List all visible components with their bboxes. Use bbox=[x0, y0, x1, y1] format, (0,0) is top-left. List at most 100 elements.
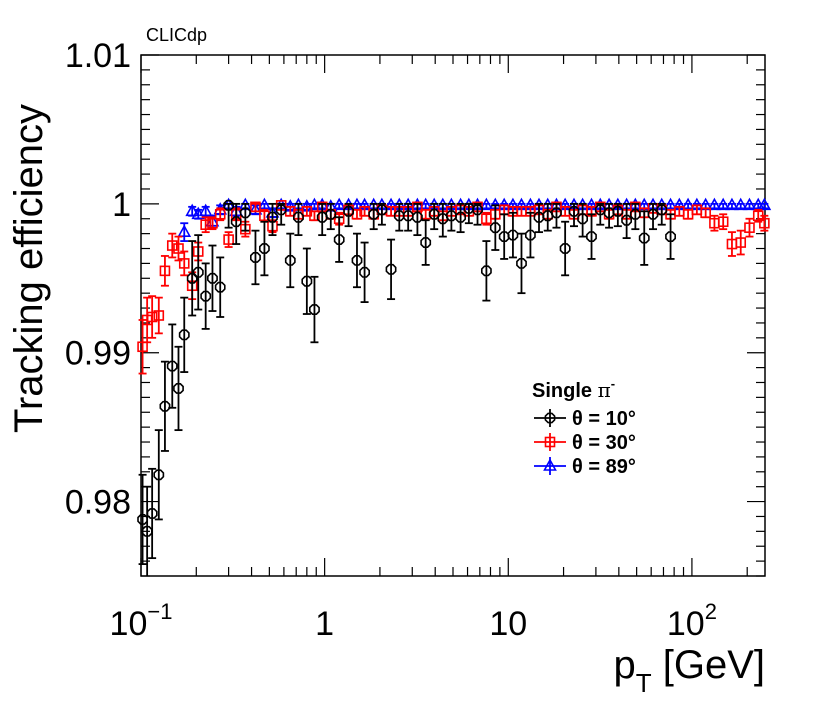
data-point bbox=[428, 208, 440, 220]
data-point bbox=[507, 229, 519, 241]
data-point bbox=[725, 197, 739, 211]
data-point bbox=[177, 224, 192, 237]
x-tick-label: 10 bbox=[489, 605, 527, 643]
data-point bbox=[332, 197, 347, 211]
data-point bbox=[159, 265, 171, 277]
data-point bbox=[284, 255, 296, 266]
x-tick-label-base: 1 bbox=[315, 605, 334, 643]
data-point bbox=[385, 263, 397, 275]
y-tick-label: 1 bbox=[112, 186, 131, 224]
plot-frame bbox=[140, 54, 766, 577]
data-point bbox=[267, 211, 278, 223]
data-point bbox=[308, 304, 320, 316]
data-point bbox=[292, 211, 304, 223]
data-point bbox=[137, 341, 148, 353]
data-point bbox=[198, 203, 213, 217]
data-point bbox=[480, 265, 492, 277]
legend-marker bbox=[544, 412, 556, 424]
data-point bbox=[207, 272, 218, 284]
data-point bbox=[166, 240, 178, 251]
data-point bbox=[551, 207, 562, 219]
data-point bbox=[621, 214, 633, 226]
data-point bbox=[479, 197, 494, 211]
data-point bbox=[700, 207, 711, 219]
data-point bbox=[716, 197, 731, 211]
data-point bbox=[665, 231, 677, 242]
legend: Single π- θ = 10°θ = 30°θ = 89° bbox=[532, 376, 636, 478]
data-point bbox=[178, 258, 190, 269]
data-point bbox=[223, 199, 234, 211]
data-point bbox=[200, 219, 211, 230]
data-point bbox=[393, 210, 405, 222]
data-point bbox=[159, 400, 171, 412]
data-point bbox=[153, 469, 165, 481]
data-point bbox=[744, 222, 755, 233]
data-point bbox=[200, 290, 212, 302]
data-point bbox=[275, 204, 287, 216]
data-point bbox=[455, 211, 467, 223]
data-point bbox=[301, 275, 313, 287]
x-axis-title-main: p bbox=[613, 643, 635, 687]
data-point bbox=[735, 237, 747, 248]
axis-ticks bbox=[140, 54, 765, 577]
data-point bbox=[192, 266, 204, 278]
legend-title-symbol: π bbox=[598, 378, 611, 402]
data-point bbox=[733, 197, 748, 211]
x-tick-label-base: 10 bbox=[110, 605, 148, 643]
data-point bbox=[376, 204, 388, 216]
data-point bbox=[223, 234, 234, 245]
data-point bbox=[568, 205, 580, 217]
legend-title-superscript: - bbox=[611, 376, 615, 391]
x-tick-labels: 10−1 1 10 10 2 bbox=[110, 599, 717, 643]
data-point bbox=[472, 204, 483, 216]
data-point bbox=[309, 210, 320, 222]
legend-label: θ = 30° bbox=[572, 432, 636, 454]
x-tick-label-exponent: 2 bbox=[705, 599, 717, 624]
data-point bbox=[463, 202, 475, 214]
data-point bbox=[629, 208, 641, 220]
x-tick-label: 10−1 bbox=[110, 599, 173, 643]
y-axis-title: Tracking efficiency bbox=[7, 104, 51, 433]
data-markers bbox=[137, 197, 772, 576]
data-point bbox=[586, 231, 597, 242]
data-point bbox=[173, 382, 184, 394]
data-point bbox=[258, 243, 270, 254]
data-point bbox=[359, 266, 371, 278]
data-point bbox=[259, 210, 270, 222]
data-point bbox=[343, 205, 355, 217]
data-point bbox=[153, 310, 165, 321]
data-point bbox=[214, 281, 226, 293]
data-point bbox=[420, 237, 432, 248]
data-point bbox=[178, 329, 190, 341]
legend-marker bbox=[543, 458, 557, 471]
data-point bbox=[742, 197, 757, 211]
data-point bbox=[166, 360, 178, 372]
data-point bbox=[402, 210, 414, 222]
data-point bbox=[141, 525, 153, 537]
y-tick-label: 1.01 bbox=[65, 37, 131, 75]
data-point bbox=[333, 234, 345, 245]
data-point bbox=[445, 210, 457, 222]
legend-label: θ = 10° bbox=[572, 408, 636, 430]
data-point bbox=[656, 204, 668, 216]
data-point bbox=[759, 217, 770, 229]
data-point bbox=[207, 217, 218, 229]
data-point bbox=[594, 204, 606, 216]
data-point bbox=[516, 257, 527, 269]
legend-entry: θ = 30° bbox=[534, 432, 636, 454]
legend-title-text: Single bbox=[532, 380, 598, 402]
legend-marker bbox=[544, 436, 556, 448]
data-point bbox=[214, 208, 226, 220]
data-point bbox=[239, 207, 251, 219]
data-point bbox=[230, 216, 242, 228]
y-tick-label: 0.99 bbox=[65, 335, 131, 373]
legend-title: Single π- bbox=[532, 376, 615, 402]
legend-entries: θ = 10°θ = 30°θ = 89° bbox=[534, 408, 636, 478]
data-point bbox=[146, 311, 158, 323]
series-square bbox=[137, 200, 770, 375]
legend-label: θ = 89° bbox=[572, 456, 636, 478]
data-point bbox=[612, 205, 624, 217]
series-circle bbox=[137, 199, 677, 576]
data-point bbox=[524, 229, 536, 241]
